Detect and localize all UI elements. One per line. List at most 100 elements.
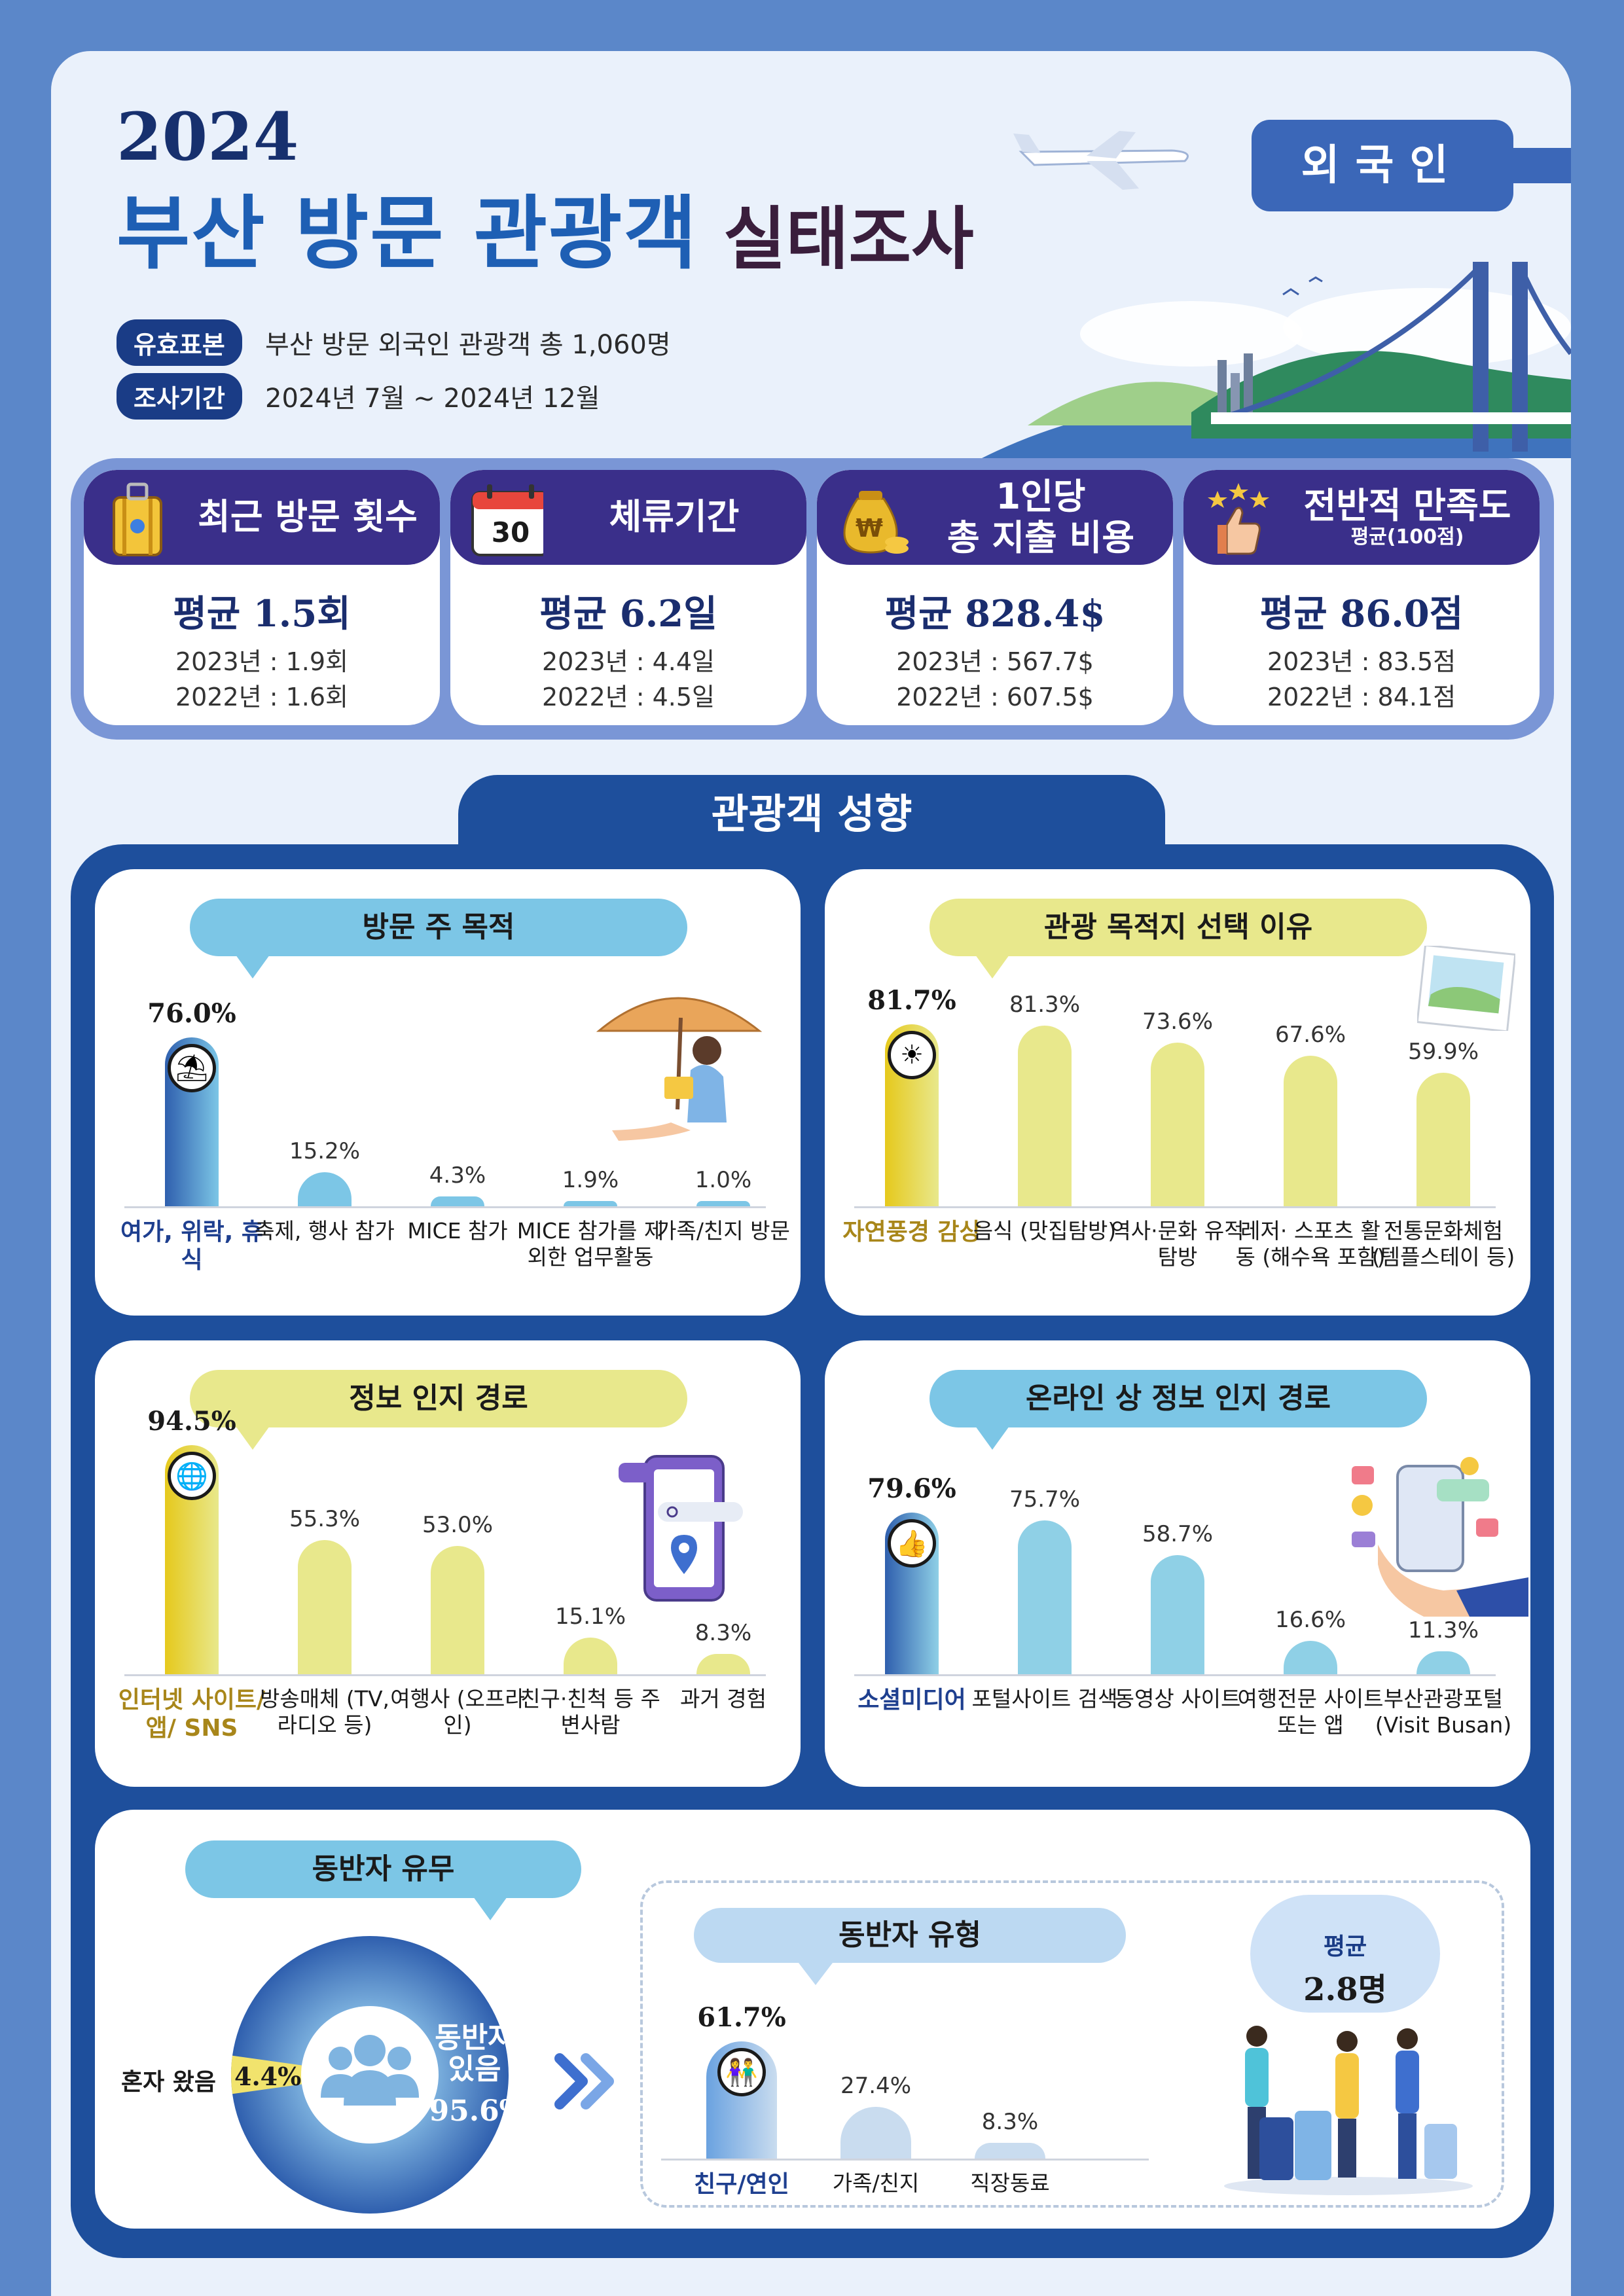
double-chevron-right-icon: [554, 2053, 614, 2109]
stat-average: 평균 6.2일: [539, 592, 717, 636]
couple-icon: 👫: [717, 2048, 766, 2097]
average-value: 2.8명: [1303, 1971, 1387, 2008]
bar-value-label: 73.6%: [1142, 1008, 1213, 1035]
bar-value-label: 4.3%: [429, 1162, 486, 1189]
bar-2: [298, 1540, 352, 1674]
chart-title: 방문 주 목적: [190, 899, 687, 978]
badge-tab: [1506, 148, 1571, 183]
foreigner-badge: 외국인: [1252, 120, 1513, 211]
bar-value-label: 61.7%: [697, 2002, 786, 2034]
thumbs-up-icon: 👍: [888, 1519, 936, 1568]
beach-chair-icon: ⛱: [168, 1043, 216, 1092]
bar-3: [1151, 1555, 1204, 1674]
stat-average: 평균 828.4$: [884, 592, 1106, 636]
photo-landscape-icon: [1417, 946, 1515, 1031]
svg-text:₩: ₩: [856, 514, 883, 543]
stat-prev-2022: 2022년 : 84.1점: [1267, 683, 1456, 711]
bar-category-label: 가족/친지 방문: [657, 1218, 790, 1244]
bar-category-label: MICE 참가: [407, 1218, 508, 1244]
bar-category-label: 인터넷 사이트/앱/ SNS: [118, 1687, 266, 1742]
bar-2: [1018, 1520, 1072, 1674]
stat-card-spending: ₩ 1인당 총 지출 비용 평균 828.4$ 2023년 : 567.7$ 2…: [817, 470, 1173, 725]
stat-average: 평균 86.0점: [1259, 592, 1464, 636]
calendar-day: 30: [492, 516, 530, 548]
sample-text: 부산 방문 외국인 관광객 총 1,060명: [265, 330, 671, 360]
chart-title: 관광 목적지 선택 이유: [929, 899, 1427, 978]
companion-type-box: [640, 1880, 1504, 2208]
bar-value-label: 58.7%: [1142, 1521, 1213, 1548]
chart-title: 정보 인지 경로: [190, 1370, 687, 1450]
bar-value-label: 1.0%: [695, 1167, 752, 1193]
chart-title: 동반자 유무: [185, 1840, 581, 1920]
bar-category-label: 여행전문 사이트 또는 앱: [1237, 1686, 1384, 1738]
main-title: 부산 방문 관광객: [117, 187, 698, 280]
chart-title: 온라인 상 정보 인지 경로: [929, 1370, 1427, 1450]
bar-value-label: 75.7%: [1009, 1486, 1080, 1513]
sub-title: 실태조사: [723, 199, 974, 279]
stat-label: 1인당 총 지출 비용: [947, 476, 1134, 558]
bar-value-label: 11.3%: [1407, 1617, 1479, 1643]
bar-value-label: 8.3%: [695, 1620, 752, 1647]
bar-3: [975, 2142, 1045, 2159]
bar-category-label: 레저· 스포츠 활동 (해수욕 포함): [1235, 1218, 1386, 1270]
bar-category-label: 가족/친지: [832, 2170, 920, 2196]
stat-prev-2022: 2022년 : 4.5일: [541, 683, 715, 711]
calendar-icon: 30: [471, 484, 543, 556]
thumbs-up-stars-icon: [1208, 483, 1269, 555]
suitcase-icon: [113, 482, 162, 556]
donut-slice-alone: [231, 2055, 370, 2094]
bar-value-label: 15.2%: [289, 1138, 360, 1165]
airplane-icon: [1013, 131, 1189, 190]
bar-category-label: 과거 경험: [680, 1686, 767, 1712]
bar-value-label: 76.0%: [147, 997, 236, 1029]
with-companion-value: 95.6%: [429, 2094, 527, 2128]
bar-value-label: 53.0%: [422, 1511, 493, 1538]
stat-label: 최근 방문 횟수: [198, 496, 418, 538]
stat-card-satisfaction: 전반적 만족도 평균(100점) 평균 86.0점 2023년 : 83.5점 2…: [1183, 470, 1540, 725]
travelers-icon: [1224, 2026, 1473, 2195]
bar-value-label: 16.6%: [1274, 1606, 1346, 1633]
bar-value-label: 81.7%: [867, 985, 956, 1016]
bar-5: [696, 1654, 750, 1674]
money-bag-icon: ₩: [843, 491, 909, 554]
stat-prev-2023: 2023년 : 83.5점: [1267, 647, 1456, 676]
bar-4: [1284, 1056, 1337, 1206]
year-title: 2024: [117, 98, 299, 175]
bar-category-label: 역사·문화 유적탐방: [1111, 1218, 1244, 1270]
bar-value-label: 27.4%: [840, 2072, 911, 2099]
bar-value-label: 94.5%: [147, 1406, 236, 1437]
bar-category-label: 직장동료: [970, 2170, 1050, 2196]
people-group-icon: [321, 2035, 419, 2106]
period-label: 조사기간: [117, 373, 242, 420]
bar-category-label: 음식 (맛집탐방): [973, 1218, 1117, 1244]
bar-value-label: 79.6%: [867, 1473, 956, 1505]
bar-category-label: 친구·친척 등 주변사람: [520, 1686, 660, 1738]
bar-category-label: 동영상 사이트: [1114, 1686, 1241, 1712]
alone-value: 4.4%: [234, 2062, 302, 2091]
smartphone-map-icon: [619, 1455, 743, 1602]
stat-sublabel: 평균(100점): [1350, 526, 1464, 549]
bar-value-label: 15.1%: [554, 1604, 626, 1630]
bar-category-label: 부산관광포털 (Visit Busan): [1375, 1686, 1512, 1738]
stat-prev-2023: 2023년 : 567.7$: [896, 647, 1094, 676]
bar-category-label: 자연풍경 감상: [842, 1219, 981, 1246]
bar-category-label: 포털사이트 검색: [971, 1686, 1118, 1712]
bar-category-label: 전통문화체험 (템플스테이 등): [1371, 1218, 1515, 1270]
period-text: 2024년 7월 ~ 2024년 12월: [265, 384, 600, 414]
bar-value-label: 8.3%: [981, 2108, 1039, 2135]
bar-category-label: 방송매체 (TV, 라디오 등): [259, 1686, 390, 1738]
sample-label: 유효표본: [117, 319, 242, 366]
bar-category-label: 여행사 (오프라인): [390, 1686, 525, 1738]
stat-label: 체류기간: [609, 496, 740, 538]
bar-value-label: 59.9%: [1407, 1039, 1479, 1066]
bar-category-label: MICE 참가를 제외한 업무활동: [516, 1218, 664, 1270]
bar-value-label: 55.3%: [289, 1506, 360, 1533]
bar-5: [1416, 1073, 1470, 1206]
beach-umbrella-icon: [596, 997, 763, 1141]
globe-search-icon: 🌐: [168, 1452, 216, 1501]
stat-prev-2022: 2022년 : 1.6회: [175, 683, 349, 711]
stat-prev-2023: 2023년 : 4.4일: [541, 647, 715, 676]
stat-label: 전반적 만족도: [1303, 485, 1511, 527]
chart-title: 동반자 유형: [694, 1908, 1126, 1985]
bar-category-label: 소셜미디어: [857, 1687, 966, 1713]
